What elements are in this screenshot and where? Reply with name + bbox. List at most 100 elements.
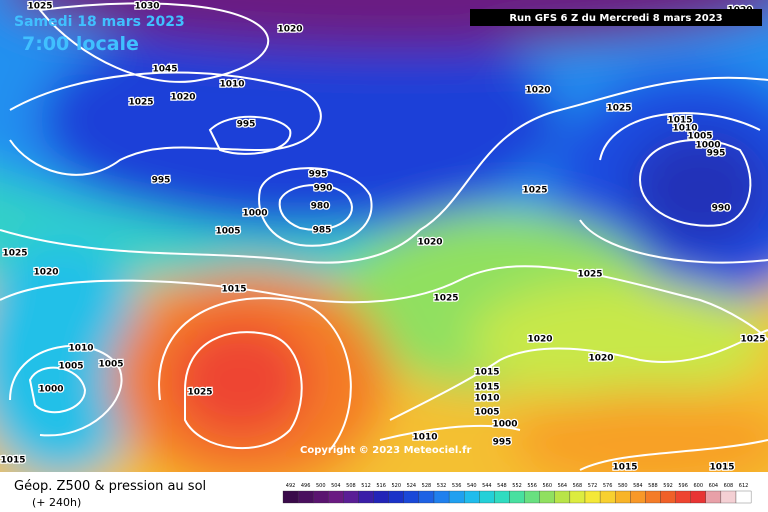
legend-label: 608 <box>724 483 734 489</box>
isobar-labels: 1025 1030 1020 1045 1025 1020 1010 995 995 995 990… <box>0 0 767 473</box>
isobar-label: 1015 <box>0 456 25 466</box>
legend-label: 536 <box>452 483 462 489</box>
isobar-label: 1005 <box>474 408 499 418</box>
isobar-label: 995 <box>152 176 171 186</box>
isobar-label: 1025 <box>2 249 27 259</box>
isobar-label: 1020 <box>525 86 550 96</box>
isobars <box>0 2 768 471</box>
legend-label: 592 <box>663 483 673 489</box>
legend-swatch <box>645 490 661 504</box>
isobar-label: 1030 <box>134 2 159 12</box>
isobar-label: 1010 <box>672 124 697 134</box>
legend-swatch <box>282 490 299 504</box>
legend-label: 604 <box>709 483 719 489</box>
legend-swatch <box>433 490 450 504</box>
legend-swatch <box>690 490 706 504</box>
isobar-label: 1020 <box>277 25 302 35</box>
legend-swatch <box>373 490 389 504</box>
isobar-label: 1010 <box>474 394 499 404</box>
legend-swatch <box>584 490 601 504</box>
legend-swatch <box>554 490 571 504</box>
legend-label: 496 <box>301 483 311 489</box>
legend-swatch <box>343 490 359 504</box>
isobar-label: 995 <box>237 120 256 130</box>
legend-label: 504 <box>331 483 341 489</box>
legend-label: 524 <box>407 483 417 489</box>
isobar-label: 1020 <box>417 238 442 248</box>
isobar-label: 1000 <box>492 420 517 430</box>
legend-label: 552 <box>512 483 522 489</box>
legend-label: 500 <box>316 483 326 489</box>
isobar-label: 1010 <box>219 80 244 90</box>
legend-label: 572 <box>588 483 598 489</box>
isobar-label: 1015 <box>221 285 246 295</box>
legend-label: 580 <box>618 483 628 489</box>
isobar-label: 1020 <box>527 335 552 345</box>
legend-label: 512 <box>361 483 371 489</box>
footer-subtitle: (+ 240h) <box>32 496 81 509</box>
legend-swatch <box>403 490 420 504</box>
date: Samedi 18 mars 2023 <box>14 14 185 30</box>
legend-swatch <box>509 490 525 504</box>
legend-swatch <box>479 490 495 504</box>
legend-swatch <box>539 490 555 504</box>
isobar-label: 995 <box>493 438 512 448</box>
legend-label: 520 <box>391 483 401 489</box>
legend-label: 492 <box>286 483 296 489</box>
legend-swatch <box>630 490 646 504</box>
time: 7:00 locale <box>22 33 139 55</box>
legend-label: 556 <box>527 483 537 489</box>
legend-swatch <box>735 490 752 504</box>
isobar-label: 1025 <box>27 2 52 12</box>
legend-label: 576 <box>603 483 613 489</box>
isobar-label: 1005 <box>98 360 123 370</box>
isobar-label: 1000 <box>242 209 267 219</box>
isobar-label: 995 <box>309 170 328 180</box>
legend-label: 560 <box>542 483 552 489</box>
isobar-label: 1005 <box>215 227 240 237</box>
legend-swatch <box>297 490 314 504</box>
isobar-label: 1010 <box>412 433 437 443</box>
isobar-label: 980 <box>311 202 330 212</box>
legend-swatch <box>615 490 631 504</box>
isobar-label: 990 <box>314 184 333 194</box>
legend-swatch <box>524 490 540 504</box>
legend-label: 596 <box>678 483 688 489</box>
legend-label: 600 <box>693 483 703 489</box>
isobar-label: 1000 <box>695 141 720 151</box>
isobar-label: 985 <box>313 226 332 236</box>
isobar-label: 1025 <box>433 294 458 304</box>
legend-swatch <box>705 490 722 504</box>
legend-swatch <box>599 490 616 504</box>
isobar-label: 1015 <box>474 383 499 393</box>
legend-label: 532 <box>437 483 447 489</box>
legend-label: 508 <box>346 483 356 489</box>
legend-label: 612 <box>739 483 749 489</box>
isobar-label: 990 <box>712 204 731 214</box>
legend-swatch <box>358 490 374 504</box>
legend-label: 548 <box>497 483 507 489</box>
legend-swatch <box>569 490 586 504</box>
legend-label: 568 <box>573 483 583 489</box>
legend-label: 528 <box>422 483 432 489</box>
isobar-label: 1025 <box>128 98 153 108</box>
legend: 492 496 500 504 508 512 516 520 524 528 532 536 540 5… <box>282 483 752 504</box>
legend-swatch <box>720 490 737 504</box>
isobar-label: 1005 <box>687 132 712 142</box>
run-info: Run GFS 6 Z du Mercredi 8 mars 2023 <box>509 13 722 24</box>
legend-swatch <box>464 490 480 504</box>
legend-swatch <box>660 490 676 504</box>
isobar-label: 1000 <box>38 385 63 395</box>
isobar-label: 1020 <box>588 354 613 364</box>
isobar-label: 1015 <box>709 463 734 473</box>
legend-swatch <box>388 490 404 504</box>
legend-swatch <box>418 490 435 504</box>
isobar-label: 1020 <box>33 268 58 278</box>
isobar-label: 1015 <box>667 116 692 126</box>
legend-swatch <box>328 490 344 504</box>
isobar-label: 1020 <box>170 93 195 103</box>
legend-label: 540 <box>467 483 477 489</box>
copyright: Copyright © 2023 Meteociel.fr <box>300 445 471 456</box>
